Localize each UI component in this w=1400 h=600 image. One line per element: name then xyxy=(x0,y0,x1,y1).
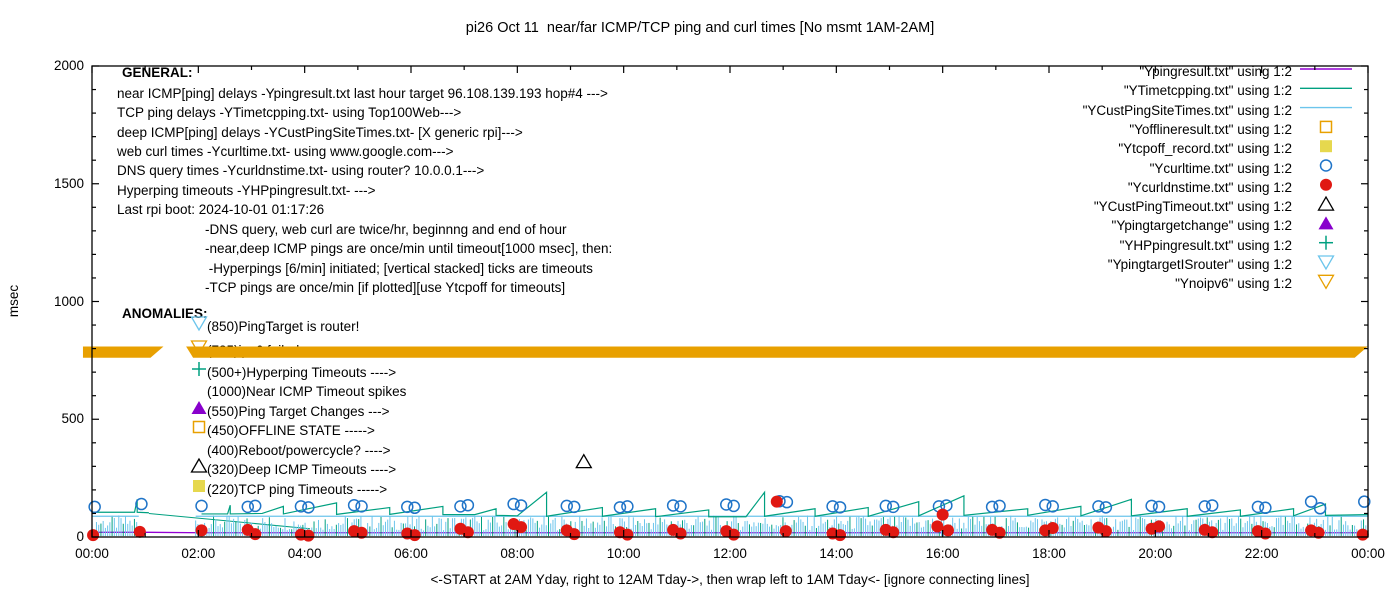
legend-entry-label: "Ycurldnstime.txt" using 1:2 xyxy=(1127,179,1292,195)
legend-entry-label: "Ytcpoff_record.txt" using 1:2 xyxy=(1118,141,1292,157)
x-tick-label: 12:00 xyxy=(713,546,747,561)
anomaly-label: (850)PingTarget is router! xyxy=(207,319,360,334)
legend-entry-label: "YCustPingTimeout.txt" using 1:2 xyxy=(1093,199,1292,215)
general-note-line: TCP ping delays -YTimetcpping.txt- using… xyxy=(117,105,462,121)
anomaly-label: (320)Deep ICMP Timeouts ----> xyxy=(207,462,397,477)
legend-entry-label: "Ypingresult.txt" using 1:2 xyxy=(1139,64,1292,79)
anomaly-label: (400)Reboot/powercycle? ----> xyxy=(207,443,391,458)
general-note-line: web curl times -Ycurltime.txt- using www… xyxy=(117,143,454,159)
x-tick-label: 16:00 xyxy=(925,546,960,561)
legend-entry-label: "YpingtargetISrouter" using 1:2 xyxy=(1107,257,1292,272)
y-tick-label: 500 xyxy=(61,411,84,427)
general-note-line: Last rpi boot: 2024-10-01 01:17:26 xyxy=(117,201,325,217)
legend-entry-label: "YTimetcpping.txt" using 1:2 xyxy=(1123,83,1292,99)
anomalies-heading: ANOMALIES: xyxy=(122,306,208,321)
x-tick-label: 06:00 xyxy=(394,546,428,561)
legend-entry-label: "Ynoipv6" using 1:2 xyxy=(1175,276,1292,292)
general-heading: GENERAL: xyxy=(122,65,193,80)
general-indented-line: -near,deep ICMP pings are once/min until… xyxy=(205,241,613,257)
y-tick-label: 0 xyxy=(76,529,84,544)
anomaly-label: (450)OFFLINE STATE -----> xyxy=(207,423,375,438)
general-note-line: DNS query times -Ycurldnstime.txt- using… xyxy=(117,163,485,179)
legend-entry-label: "YCustPingSiteTimes.txt" using 1:2 xyxy=(1082,102,1292,118)
legend-entry-label: "YHPpingresult.txt" using 1:2 xyxy=(1119,237,1292,253)
general-indented-line: -DNS query, web curl are twice/hr, begin… xyxy=(205,222,567,237)
x-tick-label: 18:00 xyxy=(1032,546,1066,561)
general-note-line: Hyperping timeouts -YHPpingresult.txt- -… xyxy=(117,182,376,198)
x-tick-label: 22:00 xyxy=(1244,546,1279,561)
legend-entry-label: "Ypingtargetchange" using 1:2 xyxy=(1111,218,1292,234)
y-tick-label: 1000 xyxy=(53,293,84,309)
general-note-line: near ICMP[ping] delays -Ypingresult.txt … xyxy=(117,86,608,101)
general-note-line: deep ICMP[ping] delays -YCustPingSiteTim… xyxy=(117,124,523,140)
legend-entry-label: "Ycurltime.txt" using 1:2 xyxy=(1149,160,1292,176)
x-tick-label: 10:00 xyxy=(606,546,641,561)
general-indented-line: -TCP pings are once/min [if plotted][use… xyxy=(205,279,566,295)
x-tick-label: 04:00 xyxy=(287,546,322,561)
anomaly-label: (1000)Near ICMP Timeout spikes xyxy=(207,384,407,399)
anomaly-label: (785)ipv6 failed -> xyxy=(207,343,316,358)
y-tick-label: 2000 xyxy=(53,58,84,73)
x-tick-label: 02:00 xyxy=(181,546,216,561)
legend-entry-label: "Yofflineresult.txt" using 1:2 xyxy=(1129,121,1292,137)
x-tick-label: 14:00 xyxy=(819,546,854,561)
x-tick-label: 00:00 xyxy=(75,546,109,561)
x-tick-label: 08:00 xyxy=(500,546,535,561)
chart-title: pi26 Oct 11 near/far ICMP/TCP ping and c… xyxy=(465,20,935,36)
anomaly-label: (220)TCP ping Timeouts -----> xyxy=(207,482,388,497)
x-axis-caption: <-START at 2AM Yday, right to 12AM Tday-… xyxy=(430,572,1030,587)
anomaly-label: (500+)Hyperping Timeouts ----> xyxy=(207,365,397,380)
y-tick-label: 1500 xyxy=(53,175,84,191)
general-indented-line: -Hyperpings [6/min] initiated; [vertical… xyxy=(205,260,593,276)
x-tick-label: 20:00 xyxy=(1138,546,1173,561)
anomaly-label: (550)Ping Target Changes ---> xyxy=(207,404,390,419)
x-tick-label: 00:00 xyxy=(1351,546,1385,561)
